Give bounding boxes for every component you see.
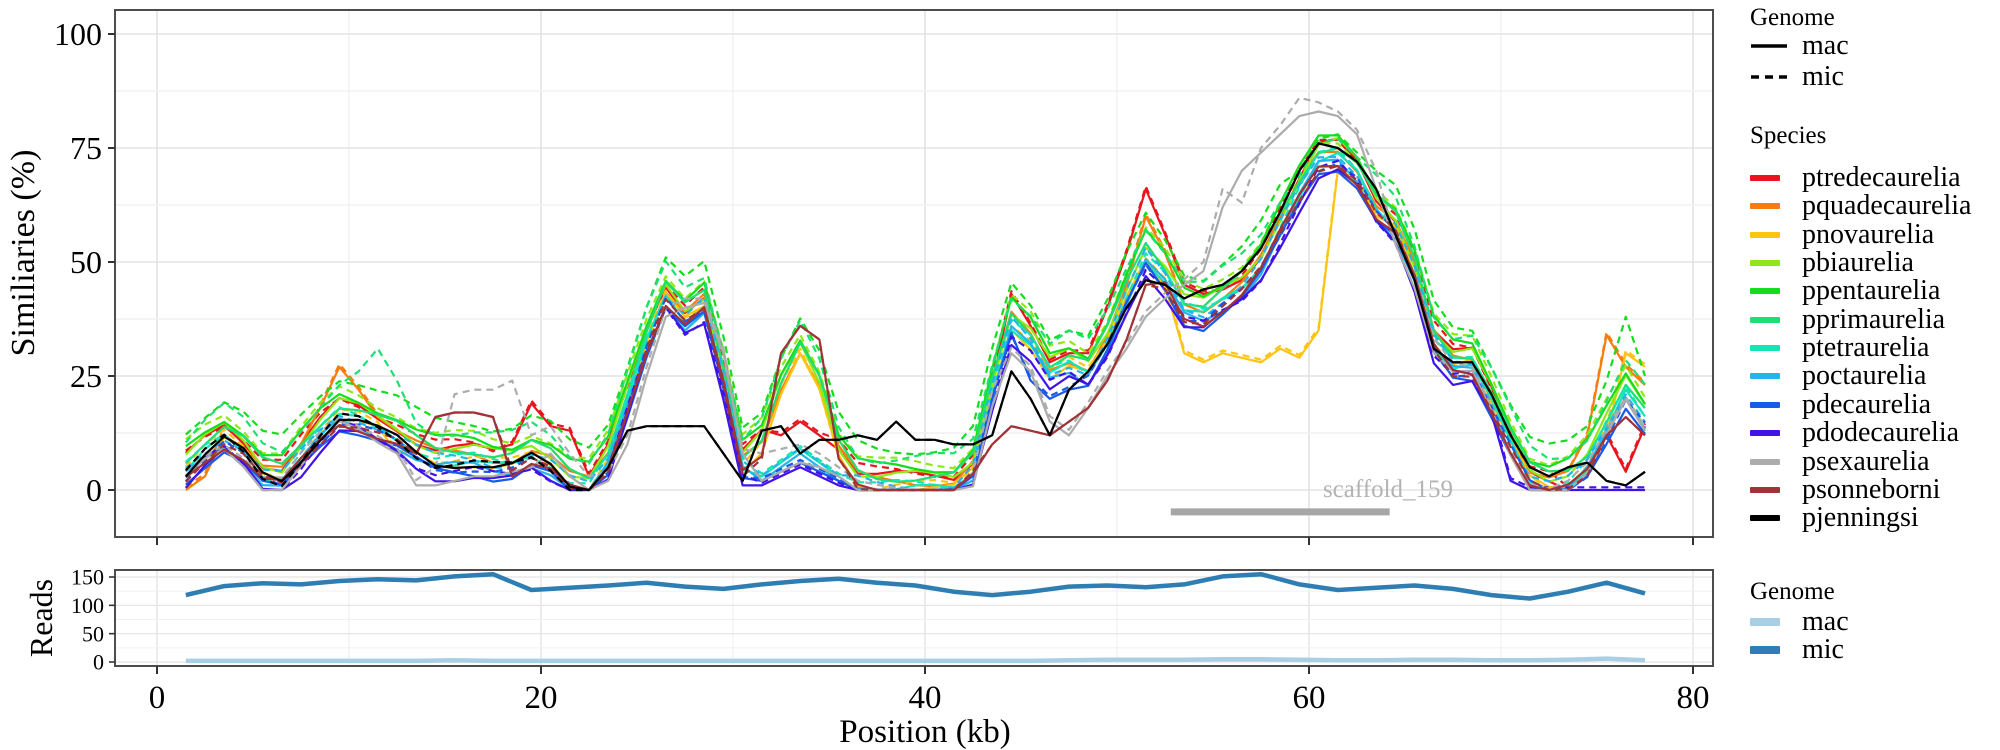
y-axis-title-reads: Reads	[23, 579, 59, 657]
reads-y-tick-label: 100	[71, 593, 104, 618]
legend-item-label: psexaurelia	[1802, 445, 1930, 477]
legend-species-item-poctaurelia: poctaurelia	[1744, 362, 1926, 390]
color-swatch-icon	[1750, 345, 1788, 352]
color-swatch-icon	[1750, 430, 1788, 437]
x-tick-label: 60	[1293, 680, 1326, 716]
legend-item-label: pdecaurelia	[1802, 388, 1932, 420]
x-tick-label: 80	[1677, 680, 1710, 716]
legend-species-item-ptetraurelia: ptetraurelia	[1744, 334, 1929, 362]
color-swatch-icon	[1750, 646, 1788, 654]
legend-item-label: mac	[1802, 606, 1849, 637]
series-line-pjenningsi-mic	[184, 142, 1646, 492]
y-axis-title-similarity: Similiaries (%)	[5, 150, 42, 357]
legend-species-item-pquadecaurelia: pquadecaurelia	[1744, 192, 1971, 220]
legend-item-label: mic	[1802, 61, 1844, 92]
color-swatch-icon	[1750, 401, 1788, 408]
color-swatch-icon	[1750, 316, 1788, 323]
legend-species-item-pnovaurelia: pnovaurelia	[1744, 218, 1935, 250]
legend-item-label: pjenningsi	[1802, 502, 1919, 534]
series-line-ppentaurelia-mac	[185, 134, 1646, 474]
legend-species-item-pdecaurelia: pdecaurelia	[1744, 388, 1932, 420]
y-tick-label: 0	[86, 472, 102, 508]
legend-item-label: ptetraurelia	[1802, 332, 1930, 364]
color-swatch-icon	[1750, 373, 1788, 380]
legend-genome-line-title: Genome	[1750, 4, 1835, 31]
legend-species-item-ppentaurelia: ppentaurelia	[1744, 277, 1940, 305]
legend-genome-item-mic: mic	[1744, 63, 1844, 91]
color-swatch-icon	[1750, 203, 1788, 210]
legend-genome-reads-title: Genome	[1750, 578, 1835, 605]
reads-panel-border	[114, 569, 1714, 667]
legend-item-label: psonneborni	[1802, 473, 1941, 505]
legend-item-label: ppentaurelia	[1802, 275, 1941, 307]
legend-item-label: pnovaurelia	[1802, 218, 1935, 250]
legend-item-label: pprimaurelia	[1802, 303, 1946, 335]
legend-item-label: pdodecaurelia	[1802, 417, 1960, 449]
similarity-panel-border	[114, 9, 1714, 538]
reads-line-mic	[185, 571, 1646, 601]
legend-reads-item-mic: mic	[1744, 636, 1844, 664]
series-line-pbiaurelia-mic	[185, 142, 1646, 470]
legend-species-title: Species	[1750, 122, 1827, 149]
legend-species-item-psonneborni: psonneborni	[1744, 473, 1941, 505]
legend-reads-item-mac: mac	[1744, 608, 1849, 636]
reads-y-tick-label: 0	[93, 650, 104, 675]
y-tick-label: 75	[70, 130, 102, 166]
dashed-line-icon	[1750, 72, 1788, 82]
color-swatch-icon	[1750, 288, 1788, 295]
reads-line-mac	[185, 656, 1646, 664]
legend-item-label: mac	[1802, 30, 1849, 61]
legend-species-item-ptredecaurelia: ptredecaurelia	[1744, 164, 1961, 192]
legend-item-label: pbiaurelia	[1802, 247, 1914, 279]
color-swatch-icon	[1750, 458, 1788, 465]
legend-species-item-pjenningsi: pjenningsi	[1744, 504, 1919, 532]
legend-species-item-pbiaurelia: pbiaurelia	[1744, 249, 1914, 277]
x-tick-label: 20	[525, 680, 558, 716]
y-tick-label: 50	[70, 244, 102, 280]
legend-species-item-psexaurelia: psexaurelia	[1744, 445, 1930, 477]
color-swatch-icon	[1750, 231, 1788, 238]
color-swatch-icon	[1750, 515, 1788, 522]
color-swatch-icon	[1750, 175, 1788, 181]
legend-panel: Genome mac mic Species ptredecaurelia pqua…	[1744, 0, 2000, 750]
color-swatch-icon	[1750, 260, 1788, 267]
legend-item-label: pquadecaurelia	[1802, 190, 1972, 222]
series-line-psonneborni-mic	[185, 164, 1646, 492]
y-tick-label: 25	[70, 358, 102, 394]
x-tick-label: 40	[909, 680, 942, 716]
scaffold-annotation-label: scaffold_159	[1323, 476, 1453, 503]
y-tick-label: 100	[54, 16, 102, 52]
legend-item-label: poctaurelia	[1802, 360, 1927, 392]
series-line-ppentaurelia-mic	[185, 133, 1647, 456]
legend-item-label: ptredecaurelia	[1802, 162, 1961, 193]
color-swatch-icon	[1750, 618, 1788, 626]
x-axis-title: Position (kb)	[839, 714, 1010, 750]
x-tick-label: 0	[149, 680, 166, 716]
panels: 0 25 50 75 100 0 50 100 150 0 20 40 60 80	[54, 9, 1714, 716]
solid-line-icon	[1750, 41, 1788, 51]
legend-species-item-pdodecaurelia: pdodecaurelia	[1744, 419, 1959, 447]
legend-genome-item-mac: mac	[1744, 32, 1849, 60]
legend-item-label: mic	[1802, 634, 1844, 665]
reads-y-tick-label: 50	[82, 621, 104, 646]
legend-species-item-pprimaurelia: pprimaurelia	[1744, 303, 1946, 335]
color-swatch-icon	[1750, 486, 1788, 493]
series-line-pprimaurelia-mac	[185, 147, 1646, 483]
reads-y-tick-label: 150	[71, 565, 104, 590]
similarity-panel-bg	[115, 10, 1713, 537]
